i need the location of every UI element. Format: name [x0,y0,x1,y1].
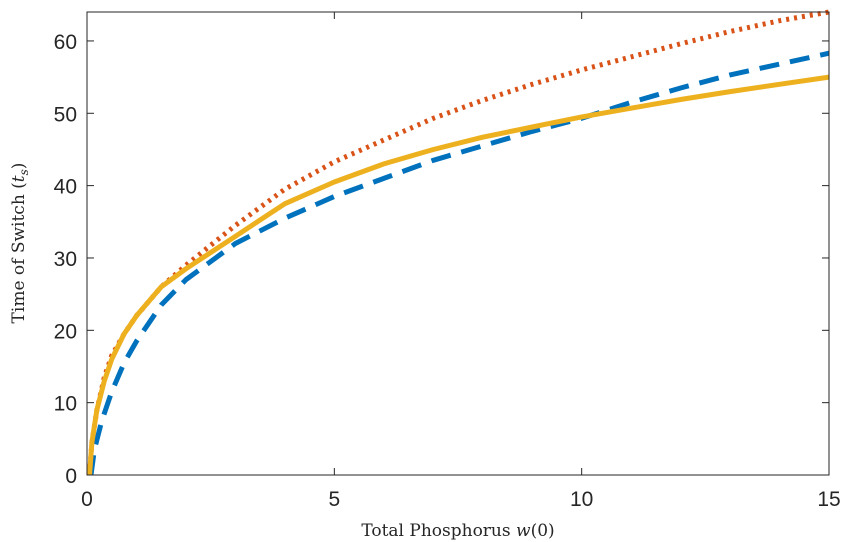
series-line-1 [88,50,830,476]
x-axis-label: Total Phosphorus w(0) [361,521,554,541]
tick-layer: 0 5 10 15 0 10 20 30 40 50 60 [54,12,841,511]
y-tick-label: 40 [54,176,77,199]
y-tick-label: 30 [54,248,77,271]
x-tick-label: 15 [817,488,840,511]
x-tick-label: 10 [570,488,593,511]
plot-area-background [87,12,829,475]
series-line-2 [87,9,830,476]
y-tick-label: 50 [54,103,77,126]
series-line-3 [87,74,830,476]
y-tick-label: 0 [65,465,77,488]
x-tick-label: 0 [81,488,93,511]
series-layer [87,9,830,476]
y-axis-label: Time of Switch (ts) [9,163,31,324]
x-tick-label: 5 [328,488,340,511]
y-tick-label: 10 [54,393,77,416]
plot-area-frame [86,11,830,476]
y-tick-label: 60 [54,31,77,54]
y-tick-label: 20 [54,320,77,343]
